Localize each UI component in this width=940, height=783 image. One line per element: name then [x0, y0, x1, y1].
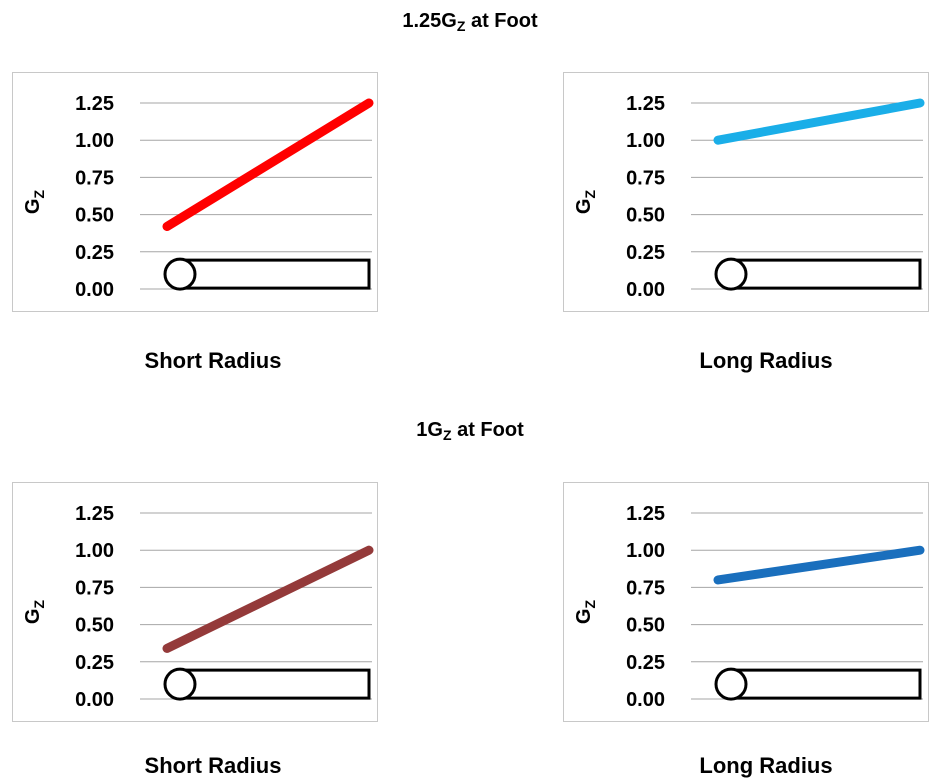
- caption-short-radius-top: Short Radius: [144, 348, 282, 373]
- y-tick-label: 0.25: [626, 242, 665, 264]
- section-title-bottom: 1GZ at Foot: [416, 419, 524, 443]
- y-tick-label: 0.50: [75, 615, 114, 637]
- y-tick-label: 0.00: [75, 279, 114, 301]
- centrifuge-arm-icon: [178, 258, 371, 290]
- chart-svg: 0.00 0.25 0.50 0.75 1.00 1.25 GZ: [12, 482, 378, 722]
- chart-long-radius-1: 0.00 0.25 0.50 0.75 1.00 1.25 GZ: [563, 482, 929, 722]
- chart-svg: 0.00 0.25 0.50 0.75 1.00 1.25 GZ: [563, 482, 929, 722]
- y-tick-label: 0.25: [75, 652, 114, 674]
- y-tick-label: 0.75: [75, 167, 114, 189]
- y-axis-label: GZ: [573, 190, 598, 215]
- section-title-top: 1.25GZ at Foot: [402, 10, 538, 34]
- centrifuge-hub-icon: [714, 667, 748, 701]
- y-tick-label: 0.75: [75, 577, 114, 599]
- y-tick-label: 1.00: [75, 130, 114, 152]
- chart-svg: 0.00 0.25 0.50 0.75 1.00 1.25 GZ: [12, 72, 378, 312]
- y-tick-label: 1.00: [75, 540, 114, 562]
- y-tick-label: 0.75: [626, 167, 665, 189]
- series-line: [713, 98, 925, 145]
- y-tick-label: 0.00: [75, 689, 114, 711]
- y-tick-label: 0.50: [626, 615, 665, 637]
- caption-short-radius-bottom: Short Radius: [144, 753, 282, 778]
- centrifuge-hub-icon: [163, 667, 197, 701]
- series-line: [713, 545, 925, 585]
- series-line: [162, 98, 374, 232]
- y-tick-label: 1.25: [75, 503, 114, 525]
- y-axis-label: GZ: [573, 600, 598, 625]
- caption-long-radius-bottom: Long Radius: [699, 753, 833, 778]
- y-tick-label: 1.00: [626, 130, 665, 152]
- y-axis-label: GZ: [22, 190, 47, 215]
- chart-short-radius-125: 0.00 0.25 0.50 0.75 1.00 1.25 GZ: [12, 72, 378, 312]
- centrifuge-hub-icon: [714, 257, 748, 291]
- y-tick-label: 1.25: [626, 93, 665, 115]
- y-tick-label: 1.00: [626, 540, 665, 562]
- y-axis-label: GZ: [22, 600, 47, 625]
- y-tick-label: 0.00: [626, 689, 665, 711]
- y-tick-label: 0.00: [626, 279, 665, 301]
- series-line: [162, 545, 374, 653]
- y-tick-label: 0.50: [75, 205, 114, 227]
- y-tick-label: 0.75: [626, 577, 665, 599]
- chart-svg: 0.00 0.25 0.50 0.75 1.00 1.25 GZ: [563, 72, 929, 312]
- centrifuge-arm-icon: [729, 258, 922, 290]
- y-tick-label: 0.25: [626, 652, 665, 674]
- centrifuge-arm-icon: [178, 668, 371, 700]
- y-tick-label: 1.25: [626, 503, 665, 525]
- centrifuge-arm-icon: [729, 668, 922, 700]
- caption-long-radius-top: Long Radius: [699, 348, 833, 373]
- y-tick-label: 0.50: [626, 205, 665, 227]
- chart-long-radius-125: 0.00 0.25 0.50 0.75 1.00 1.25 GZ: [563, 72, 929, 312]
- centrifuge-hub-icon: [163, 257, 197, 291]
- y-tick-label: 0.25: [75, 242, 114, 264]
- chart-short-radius-1: 0.00 0.25 0.50 0.75 1.00 1.25 GZ: [12, 482, 378, 722]
- y-tick-label: 1.25: [75, 93, 114, 115]
